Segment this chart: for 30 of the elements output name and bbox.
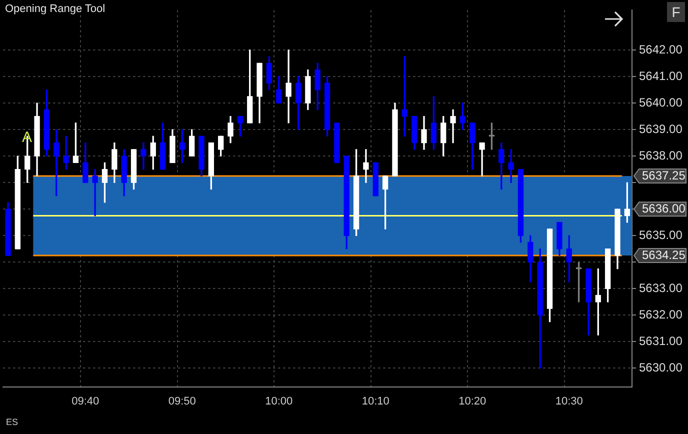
x-tick-label: 09:40 (72, 395, 100, 408)
y-tick-label: 5642.00 (639, 42, 683, 56)
x-tick-label: 10:10 (362, 395, 390, 408)
candlestick (92, 168, 98, 216)
x-tick-label: 10:20 (458, 395, 486, 408)
text: 5636.00 (642, 201, 686, 216)
y-tick-label: 5632.00 (639, 308, 683, 322)
y-tick-label: 5633.00 (639, 280, 683, 295)
chart-title: Opening Range Tool (5, 3, 106, 15)
y-tick-label: 5638.00 (639, 148, 683, 162)
x-tick-label: 10:30 (555, 395, 583, 408)
ref-line-label: 5637.25 (642, 168, 686, 182)
y-tick-label: 5641.00 (639, 68, 683, 83)
text: ES (6, 417, 18, 427)
candlestick (363, 149, 369, 183)
x-tick-label: 10:00 (265, 395, 293, 408)
ref-line-label: 5634.25 (642, 248, 686, 262)
text: F (667, 2, 685, 22)
candlestick (479, 142, 485, 176)
y-tick-label: 5630.00 (639, 360, 683, 375)
candlestick (63, 136, 69, 170)
annotation: A (22, 129, 32, 146)
y-tick-label: 5640.00 (639, 95, 683, 110)
x-tick-label: 09:50 (168, 395, 196, 408)
y-tick-label: 5635.00 (639, 228, 683, 242)
candlestick (450, 109, 456, 144)
y-tick-label: 5631.00 (639, 334, 683, 348)
candlestick (286, 50, 292, 124)
y-tick-label: 5639.00 (639, 122, 683, 136)
candlestick (508, 149, 514, 183)
